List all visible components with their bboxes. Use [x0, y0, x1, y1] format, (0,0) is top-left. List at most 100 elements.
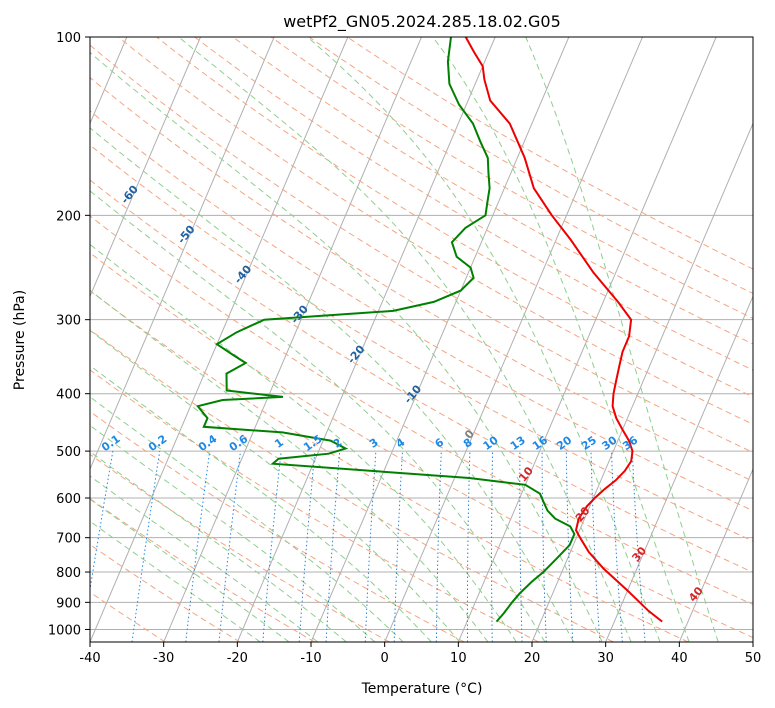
isotherm-line [90, 37, 201, 298]
dry-adiabat-line [90, 144, 753, 542]
mixing-ratio-line [364, 451, 377, 642]
mixing-ratio-line [262, 451, 282, 642]
moist-adiabat-line [90, 127, 575, 642]
mixing-ratio-label: 20 [554, 433, 574, 453]
isotherm-line [90, 37, 275, 471]
y-tick-label: 900 [56, 596, 81, 611]
dewpoint-profile-line [196, 37, 576, 623]
mixing-ratio-label: 3 [367, 436, 381, 451]
dry-adiabat-line [90, 410, 465, 642]
isotherm-line [678, 467, 753, 642]
isotherm-line [90, 37, 349, 642]
y-tick-label: 100 [56, 31, 81, 46]
x-tick-label: -10 [300, 651, 321, 666]
dry-adiabat-line [194, 37, 753, 371]
plot-frame [89, 36, 754, 643]
dry-adiabat-line [232, 37, 753, 345]
isotherm-label: -10 [401, 382, 424, 406]
dry-adiabat-line [156, 37, 753, 398]
moist-adiabat-line [90, 424, 376, 642]
moist-adiabat-line [90, 329, 461, 642]
isotherm-label: -60 [118, 183, 141, 207]
y-tick-label: 500 [56, 445, 81, 460]
moist-adiabat-line [90, 289, 489, 642]
mixing-ratio-line [325, 451, 341, 642]
x-tick-label: -20 [227, 651, 248, 666]
dry-adiabat-line [90, 369, 540, 642]
dry-adiabat-line [90, 498, 315, 642]
moist-adiabat-line [90, 451, 347, 642]
isotherm-label: -80 [5, 103, 28, 127]
mixing-ratio-line [218, 451, 241, 642]
x-tick-label: 30 [597, 651, 614, 666]
dry-adiabat-line [90, 179, 753, 573]
moist-adiabat-line [90, 498, 290, 642]
y-tick-label: 600 [56, 492, 81, 507]
x-axis-title: Temperature (°C) [361, 681, 483, 697]
y-tick-label: 200 [56, 209, 81, 224]
isotherm-line [310, 37, 570, 642]
mixing-ratio-line [631, 451, 646, 642]
isotherm-line [752, 640, 753, 642]
moist-adiabat-line [525, 37, 719, 642]
dry-adiabat-line [90, 44, 753, 453]
mixing-ratio-label: 10 [481, 433, 501, 453]
x-tick-label: 0 [381, 651, 389, 666]
dry-adiabat-line [308, 37, 753, 295]
moist-adiabat-line [90, 190, 546, 642]
moist-adiabat-line [90, 396, 404, 642]
moist-adiabat-line [178, 37, 632, 642]
y-axis: 100 200 300 400 500 600 700 800 900 1000 [48, 31, 90, 638]
moist-adiabat-line [90, 51, 603, 642]
reference-lines [90, 37, 753, 642]
dry-adiabat-line [118, 37, 753, 425]
mixing-ratio-label: 16 [530, 433, 550, 453]
grid-layer [90, 37, 753, 642]
chart-title: wetPf2_GN05.2024.285.18.02.G05 [283, 12, 561, 32]
dry-adiabat-line [90, 215, 753, 606]
x-tick-label: 10 [450, 651, 467, 666]
y-tick-label: 700 [56, 532, 81, 547]
mixing-ratio-line [185, 451, 211, 642]
reference-labels: 0.10.20.40.611.52346810131620253036-100-… [5, 103, 706, 605]
mixing-ratio-label: 25 [579, 434, 599, 453]
y-axis-title: Pressure (hPa) [12, 290, 28, 390]
mixing-ratio-label: 4 [394, 436, 408, 451]
isotherm-label: -50 [175, 223, 198, 247]
isotherm-line [236, 37, 496, 642]
y-tick-label: 1000 [48, 623, 81, 638]
x-axis: -40 -30 -20 -10 0 10 20 30 40 50 [79, 642, 761, 666]
x-tick-label: 50 [745, 651, 762, 666]
dry-adiabat-line [90, 329, 614, 642]
isotherm-line [163, 37, 422, 642]
y-tick-label: 300 [56, 314, 81, 329]
isotherm-line [531, 122, 753, 642]
isotherm-line [605, 295, 753, 642]
mixing-ratio-line [298, 451, 316, 642]
isotherm-label: -30 [288, 303, 311, 327]
dry-adiabat-line [90, 453, 390, 642]
x-tick-label: -40 [79, 651, 100, 666]
x-tick-label: 40 [671, 651, 688, 666]
series-layer [196, 37, 663, 623]
mixing-ratio-label: 30 [599, 433, 619, 453]
mixing-ratio-label: 13 [508, 433, 528, 452]
mixing-ratio-line [393, 451, 403, 642]
moist-adiabat-line [90, 520, 261, 642]
moist-adiabat-line [90, 243, 517, 642]
moist-adiabat-line [307, 37, 661, 642]
dry-adiabat-line [90, 543, 241, 642]
isotherm-label: -70 [62, 143, 85, 167]
x-tick-label: -30 [153, 651, 174, 666]
isotherm-line [457, 37, 717, 642]
mixing-ratio-line [466, 451, 471, 642]
mixing-ratio-line [131, 451, 161, 642]
x-tick-label: 20 [524, 651, 541, 666]
temperature-profile-line [464, 37, 663, 623]
moist-adiabat-line [90, 364, 432, 642]
mixing-ratio-line [90, 451, 114, 593]
mixing-ratio-label: 1 [272, 436, 286, 451]
mixing-ratio-line [590, 451, 601, 642]
isotherm-label: -20 [345, 342, 368, 366]
